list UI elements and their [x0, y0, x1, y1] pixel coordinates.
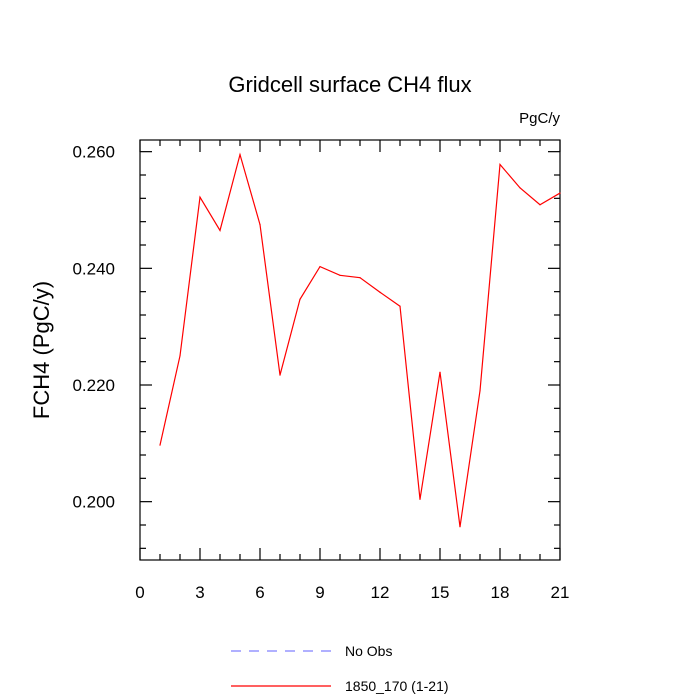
x-tick-label: 9 — [315, 583, 324, 602]
data-point — [439, 371, 441, 373]
x-tick-label: 6 — [255, 583, 264, 602]
series-line — [159, 152, 561, 527]
data-point — [259, 223, 261, 226]
data-point — [459, 526, 461, 528]
data-point — [399, 305, 401, 307]
data-point — [379, 291, 381, 293]
y-tick-label: 0.240 — [72, 259, 115, 278]
y-tick-label: 0.220 — [72, 376, 115, 395]
data-point — [339, 274, 341, 276]
x-tick-label: 18 — [491, 583, 510, 602]
data-point — [179, 355, 181, 357]
units-label: PgC/y — [519, 110, 560, 127]
data-point — [279, 374, 281, 376]
data-point — [519, 187, 521, 189]
data-point — [299, 298, 301, 300]
data-point — [319, 265, 321, 268]
data-point — [199, 196, 201, 198]
x-tick-label: 21 — [551, 583, 570, 602]
x-tick-label: 12 — [371, 583, 390, 602]
legend-label-no-obs: No Obs — [345, 643, 392, 659]
data-point — [359, 277, 361, 279]
plot-frame — [139, 139, 561, 561]
chart-title: Gridcell surface CH4 flux — [228, 72, 471, 97]
data-point — [159, 444, 161, 446]
x-tick-label: 0 — [135, 583, 144, 602]
series-layer — [159, 152, 561, 528]
data-point — [559, 192, 561, 194]
y-axis-label: FCH4 (PgC/y) — [29, 281, 54, 419]
x-axis-ticks: 0 3 6 9 12 15 18 21 — [135, 140, 569, 602]
data-point — [419, 498, 421, 500]
x-tick-label: 3 — [195, 583, 204, 602]
data-point — [239, 153, 241, 156]
legend: No Obs 1850_170 (1-21) — [231, 643, 449, 694]
data-point — [499, 163, 501, 166]
data-point — [479, 390, 481, 392]
y-axis-ticks: 0.200 0.220 0.240 0.260 — [72, 143, 560, 549]
data-point — [219, 229, 221, 232]
legend-label-series: 1850_170 (1-21) — [345, 678, 449, 694]
y-tick-label: 0.200 — [72, 493, 115, 512]
x-tick-label: 15 — [431, 583, 450, 602]
data-point — [539, 204, 541, 206]
y-tick-label: 0.260 — [72, 143, 115, 162]
